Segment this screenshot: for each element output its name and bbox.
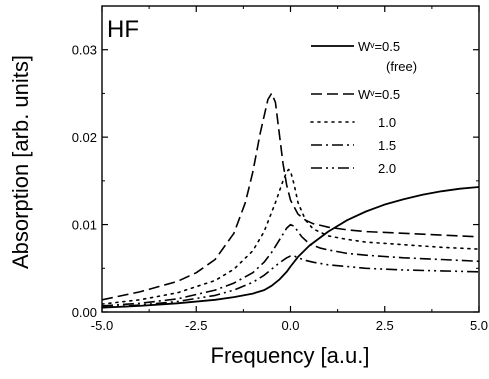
legend-label: 2.0 <box>378 161 396 176</box>
series-line-dashdot <box>102 223 479 307</box>
y-tick-label: 0.03 <box>72 43 97 58</box>
series-line-dashdotdot <box>102 255 479 309</box>
series-line-solid <box>102 186 479 309</box>
x-axis-title: Frequency [a.u.] <box>211 343 370 368</box>
y-tick-label: 0.01 <box>72 218 97 233</box>
legend-label: 1.5 <box>378 138 396 153</box>
legend-label: Wᵛ=0.5 <box>358 87 400 102</box>
series-line-dashed <box>102 92 479 301</box>
y-tick-label: 0.00 <box>72 305 97 320</box>
x-tick-label: -2.5 <box>185 318 207 333</box>
y-axis-title: Absorption [arb. units] <box>8 55 33 269</box>
panel-label: HF <box>107 16 139 43</box>
series-line-dotted <box>102 168 479 305</box>
y-tick-label: 0.02 <box>72 130 97 145</box>
x-tick-label: -5.0 <box>91 318 113 333</box>
legend-label: 1.0 <box>378 115 396 130</box>
legend: Wᵛ=0.5 (free) Wᵛ=0.5 1.0 1.5 2.0 <box>310 39 417 176</box>
x-tick-label: 5.0 <box>470 318 488 333</box>
series-group <box>102 92 479 309</box>
axes-group: -5.0 -2.5 0.0 2.5 5.0 0.00 0.01 0.02 0.03 <box>72 5 488 333</box>
x-tick-label: 0.0 <box>281 318 299 333</box>
x-tick-label: 2.5 <box>376 318 394 333</box>
legend-sublabel: (free) <box>386 59 417 74</box>
legend-label: Wᵛ=0.5 <box>358 39 400 54</box>
